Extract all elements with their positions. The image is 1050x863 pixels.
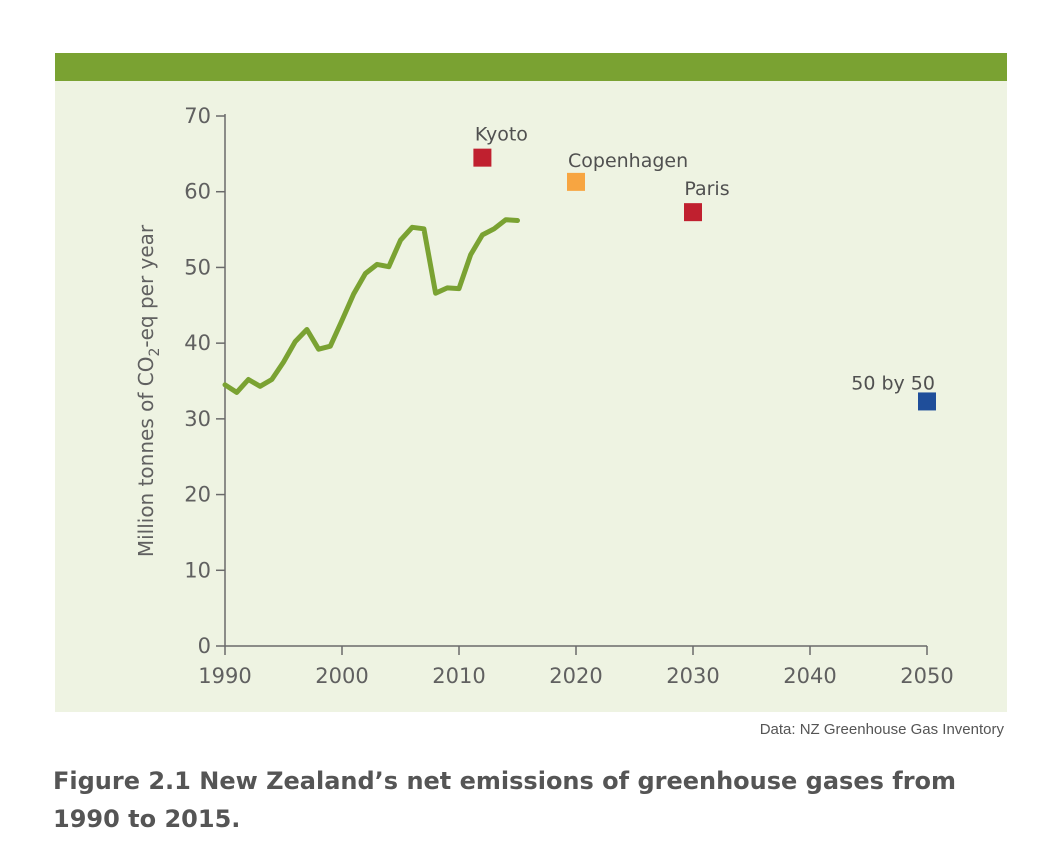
x-tick-label-2020: 2020 xyxy=(549,664,602,688)
x-tick-label-2010: 2010 xyxy=(432,664,485,688)
y-tick-label-60: 60 xyxy=(184,180,211,204)
y-tick-label-50: 50 xyxy=(184,255,211,279)
x-tick-label-2050: 2050 xyxy=(900,664,953,688)
y-tick-label-70: 70 xyxy=(184,104,211,128)
target-label-copenhagen: Copenhagen xyxy=(568,150,688,172)
target-marker-copenhagen xyxy=(567,172,585,191)
target-marker-50-by-50 xyxy=(918,392,936,411)
y-tick-label-0: 0 xyxy=(198,634,211,658)
data-source-note: Data: NZ Greenhouse Gas Inventory xyxy=(759,721,1004,738)
chart-panel: 0 10 20 30 40 50 60 70 1990 2000 2010 2020 2030 2040 2… xyxy=(55,81,1007,712)
x-tick-label-2030: 2030 xyxy=(666,664,719,688)
x-tick-label-1990: 1990 xyxy=(198,664,251,688)
target-label-50-by-50: 50 by 50 xyxy=(851,372,935,394)
y-tick-label-40: 40 xyxy=(184,331,211,355)
header-color-bar xyxy=(55,53,1007,81)
y-tick-label-10: 10 xyxy=(184,558,211,582)
target-marker-kyoto xyxy=(473,148,492,167)
x-tick-label-2040: 2040 xyxy=(783,664,836,688)
y-axis-title: Million tonnes of CO2-eq per year xyxy=(134,224,163,557)
target-marker-paris xyxy=(684,203,702,222)
target-label-paris: Paris xyxy=(684,178,729,200)
target-label-kyoto: Kyoto xyxy=(475,124,528,146)
y-tick-label-30: 30 xyxy=(184,407,211,431)
figure-caption: Figure 2.1 New Zealand’s net emissions o… xyxy=(53,767,957,833)
series-line-0 xyxy=(222,217,520,395)
x-tick-label-2000: 2000 xyxy=(315,664,368,688)
y-tick-label-20: 20 xyxy=(184,483,211,507)
